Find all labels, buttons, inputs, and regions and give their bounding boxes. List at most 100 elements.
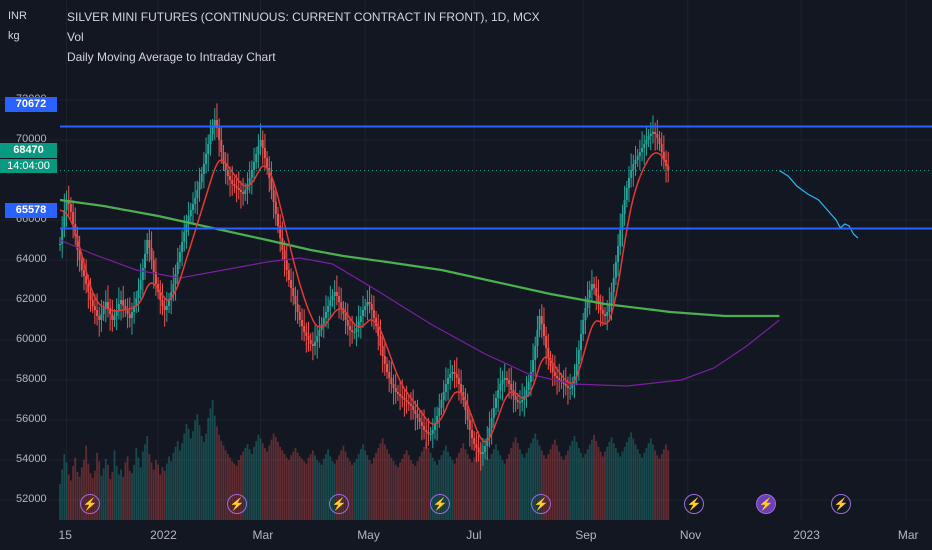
lightning-icon[interactable]: ⚡ xyxy=(329,494,349,514)
y-tick-label: 52000 xyxy=(16,493,47,505)
volume-bar xyxy=(521,454,524,520)
candle-body xyxy=(617,246,620,262)
candle-body xyxy=(314,342,317,346)
ma-fast-line xyxy=(59,152,669,443)
volume-bar xyxy=(466,454,469,520)
lightning-icon[interactable]: ⚡ xyxy=(430,494,450,514)
candle-body xyxy=(447,378,450,384)
volume-bar xyxy=(416,461,419,520)
candle-body xyxy=(200,174,203,182)
candle-body xyxy=(542,324,545,336)
candle-body xyxy=(427,432,430,434)
vol-indicator-label[interactable]: Vol xyxy=(67,30,84,44)
candle-body xyxy=(209,134,212,144)
candle-body xyxy=(416,414,419,418)
volume-bar xyxy=(117,474,120,520)
volume-bar xyxy=(662,449,665,520)
lightning-icon[interactable]: ⚡ xyxy=(684,494,704,514)
candle-body xyxy=(344,314,347,320)
candle-body xyxy=(383,356,386,364)
volume-bar xyxy=(656,455,659,520)
volume-bar xyxy=(124,462,127,520)
candle-body xyxy=(582,320,585,334)
candle-body xyxy=(130,312,133,318)
volume-bar xyxy=(438,460,441,520)
volume-bar xyxy=(658,458,661,520)
volume-bar xyxy=(536,439,539,520)
support-price-tag[interactable]: 65578 xyxy=(5,203,57,218)
candle-body xyxy=(76,236,79,250)
candle-body xyxy=(202,164,205,174)
volume-bar xyxy=(464,449,467,520)
volume-bar xyxy=(440,455,443,520)
volume-bar xyxy=(556,445,558,520)
volume-bar xyxy=(220,440,223,520)
candle-body xyxy=(627,178,630,188)
candle-body xyxy=(475,444,478,448)
volume-bar xyxy=(253,446,255,520)
candle-body xyxy=(59,244,61,245)
candle-body xyxy=(244,190,247,194)
resistance-price-tag[interactable]: 70672 xyxy=(5,97,57,112)
chart-title[interactable]: SILVER MINI FUTURES (CONTINUOUS: CURRENT… xyxy=(67,10,540,24)
volume-bar xyxy=(580,452,582,520)
volume-bar xyxy=(595,440,598,520)
lightning-icon[interactable]: ⚡ xyxy=(531,494,551,514)
candle-body xyxy=(324,312,327,318)
volume-bar xyxy=(181,443,183,520)
candle-body xyxy=(580,334,583,350)
volume-bar xyxy=(373,457,375,520)
volume-bar xyxy=(309,454,312,520)
candle-body xyxy=(366,302,369,306)
candle-body xyxy=(577,350,580,364)
candle-body xyxy=(117,304,120,310)
candle-body xyxy=(120,300,123,304)
volume-bar xyxy=(198,425,201,520)
volume-bar xyxy=(425,442,428,520)
candle-body xyxy=(106,302,109,308)
candle-body xyxy=(220,140,223,152)
volume-bar xyxy=(359,449,362,520)
volume-bar xyxy=(549,449,552,520)
volume-bar xyxy=(322,458,325,520)
volume-bar xyxy=(628,437,630,520)
candle-body xyxy=(322,318,325,324)
volume-bar xyxy=(185,424,188,520)
candle-body xyxy=(534,346,537,360)
candle-body xyxy=(584,308,587,320)
candle-body xyxy=(309,340,312,344)
volume-bar xyxy=(601,456,604,520)
candle-body xyxy=(486,438,489,446)
lightning-icon[interactable]: ⚡ xyxy=(831,494,851,514)
candle-body xyxy=(207,144,210,154)
volume-bar xyxy=(65,462,68,520)
volume-bar xyxy=(423,446,425,520)
candle-body xyxy=(248,178,251,184)
horizontal-levels[interactable] xyxy=(60,125,932,230)
candle-body xyxy=(239,190,242,192)
volume-bar xyxy=(527,448,530,520)
candle-body xyxy=(649,134,652,136)
candle-body xyxy=(298,312,301,320)
candle-body xyxy=(283,250,286,260)
y-tick-label: 70000 xyxy=(16,133,47,145)
volume-bar xyxy=(109,479,112,520)
candle-body xyxy=(128,314,131,318)
volume-bar xyxy=(641,457,643,520)
volume-bar xyxy=(617,452,619,520)
volume-bar xyxy=(205,433,207,520)
volume-bar xyxy=(560,456,563,520)
volume-bar xyxy=(152,469,155,520)
candle-body xyxy=(379,336,382,346)
moving-averages xyxy=(59,152,859,443)
lightning-icon[interactable]: ⚡ xyxy=(80,494,100,514)
volume-bar xyxy=(277,442,279,520)
candle-body xyxy=(87,284,90,292)
volume-bar xyxy=(172,452,175,520)
lightning-icon[interactable]: ⚡ xyxy=(756,494,776,514)
lightning-icon[interactable]: ⚡ xyxy=(227,494,247,514)
projection-line xyxy=(779,170,859,239)
candle-body xyxy=(394,388,397,392)
ma-indicator-label[interactable]: Daily Moving Average to Intraday Chart xyxy=(67,50,276,64)
